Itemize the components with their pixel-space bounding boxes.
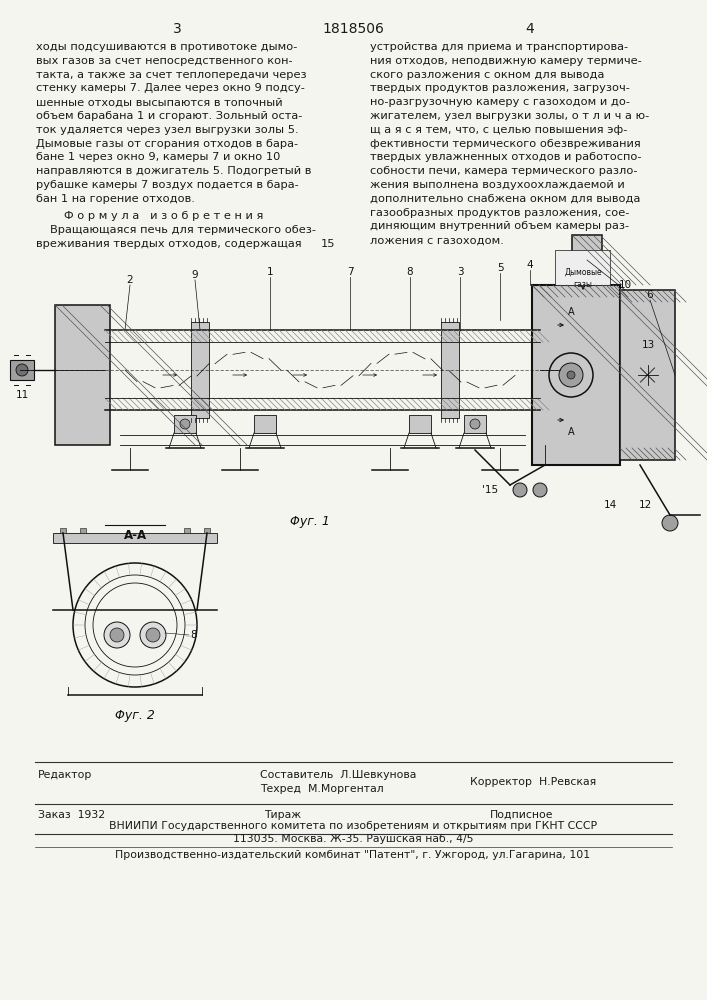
Bar bbox=[555, 250, 610, 285]
Text: фективности термического обезвреживания: фективности термического обезвреживания bbox=[370, 139, 641, 149]
Bar bbox=[53, 533, 217, 543]
Bar bbox=[184, 528, 190, 533]
Text: ток удаляется через узел выгрузки золы 5.: ток удаляется через узел выгрузки золы 5… bbox=[36, 125, 298, 135]
Text: 15: 15 bbox=[320, 239, 335, 249]
Text: ВНИИПИ Государственного комитета по изобретениям и открытиям при ГКНТ СССР: ВНИИПИ Государственного комитета по изоб… bbox=[109, 821, 597, 831]
Circle shape bbox=[533, 483, 547, 497]
Circle shape bbox=[559, 363, 583, 387]
Bar bbox=[60, 528, 66, 533]
Circle shape bbox=[104, 622, 130, 648]
Text: щ а я с я тем, что, с целью повышения эф-: щ а я с я тем, что, с целью повышения эф… bbox=[370, 125, 627, 135]
Text: 12: 12 bbox=[638, 500, 652, 510]
Text: 6: 6 bbox=[647, 290, 653, 300]
Bar bbox=[572, 235, 602, 285]
Text: 8: 8 bbox=[407, 267, 414, 277]
Text: ходы подсушиваются в противотоке дымо-: ходы подсушиваются в противотоке дымо- bbox=[36, 42, 298, 52]
Text: 11: 11 bbox=[16, 390, 28, 400]
Bar bbox=[620, 290, 675, 460]
Text: Φуг. 1: Φуг. 1 bbox=[290, 515, 330, 528]
Bar bbox=[441, 322, 459, 418]
Circle shape bbox=[567, 371, 575, 379]
Bar bbox=[80, 528, 86, 533]
Text: стенку камеры 7. Далее через окно 9 подсу-: стенку камеры 7. Далее через окно 9 подс… bbox=[36, 83, 305, 93]
Text: твердых продуктов разложения, загрузоч-: твердых продуктов разложения, загрузоч- bbox=[370, 83, 630, 93]
Text: Дымовые: Дымовые bbox=[564, 268, 602, 277]
Text: 2: 2 bbox=[127, 275, 134, 285]
Text: шенные отходы высыпаются в топочный: шенные отходы высыпаются в топочный bbox=[36, 97, 283, 107]
Text: ложения с газоходом.: ложения с газоходом. bbox=[370, 235, 504, 245]
Text: Вращающаяся печь для термического обез-: Вращающаяся печь для термического обез- bbox=[50, 225, 316, 235]
Bar bbox=[409, 415, 431, 433]
Bar bbox=[191, 322, 209, 418]
Circle shape bbox=[146, 628, 160, 642]
Text: Ф о р м у л а   и з о б р е т е н и я: Ф о р м у л а и з о б р е т е н и я bbox=[64, 211, 264, 221]
Text: Корректор  Н.Ревская: Корректор Н.Ревская bbox=[470, 777, 596, 787]
Text: вреживания твердых отходов, содержащая: вреживания твердых отходов, содержащая bbox=[36, 239, 302, 249]
Text: 113035. Москва. Ж-35. Раушская наб., 4/5: 113035. Москва. Ж-35. Раушская наб., 4/5 bbox=[233, 834, 473, 844]
Circle shape bbox=[110, 628, 124, 642]
Text: жигателем, узел выгрузки золы, о т л и ч а ю-: жигателем, узел выгрузки золы, о т л и ч… bbox=[370, 111, 649, 121]
Text: вых газов за счет непосредственного кон-: вых газов за счет непосредственного кон- bbox=[36, 56, 293, 66]
Circle shape bbox=[16, 364, 28, 376]
Text: A: A bbox=[568, 427, 575, 437]
Text: Редактор: Редактор bbox=[38, 770, 93, 780]
Text: собности печи, камера термического разло-: собности печи, камера термического разло… bbox=[370, 166, 638, 176]
Bar bbox=[464, 415, 486, 433]
Text: 5: 5 bbox=[497, 263, 503, 273]
Text: газы: газы bbox=[573, 280, 592, 289]
Text: направляются в дожигатель 5. Подогретый в: направляются в дожигатель 5. Подогретый … bbox=[36, 166, 311, 176]
Circle shape bbox=[85, 575, 185, 675]
Text: объем барабана 1 и сгорают. Зольный оста-: объем барабана 1 и сгорают. Зольный оста… bbox=[36, 111, 303, 121]
Text: 14: 14 bbox=[603, 500, 617, 510]
Text: 1: 1 bbox=[267, 267, 274, 277]
Text: 9: 9 bbox=[192, 270, 198, 280]
Text: бан 1 на горение отходов.: бан 1 на горение отходов. bbox=[36, 194, 195, 204]
Text: ского разложения с окном для вывода: ского разложения с окном для вывода bbox=[370, 70, 604, 80]
Text: Заказ  1932: Заказ 1932 bbox=[38, 810, 105, 820]
Text: рубашке камеры 7 воздух подается в бара-: рубашке камеры 7 воздух подается в бара- bbox=[36, 180, 299, 190]
Text: такта, а также за счет теплопередачи через: такта, а также за счет теплопередачи чер… bbox=[36, 70, 307, 80]
Bar bbox=[55, 305, 110, 445]
Circle shape bbox=[513, 483, 527, 497]
Text: 3: 3 bbox=[173, 22, 182, 36]
Text: газообразных продуктов разложения, сое-: газообразных продуктов разложения, сое- bbox=[370, 208, 629, 218]
Text: A: A bbox=[568, 307, 575, 317]
Circle shape bbox=[180, 419, 190, 429]
Text: 1818506: 1818506 bbox=[322, 22, 384, 36]
Text: Φуг. 2: Φуг. 2 bbox=[115, 709, 155, 722]
Text: 10: 10 bbox=[619, 280, 631, 290]
Circle shape bbox=[662, 515, 678, 531]
Bar bbox=[174, 415, 196, 433]
Circle shape bbox=[470, 419, 480, 429]
Text: 13: 13 bbox=[641, 340, 655, 350]
Text: 8: 8 bbox=[190, 630, 197, 640]
Bar bbox=[532, 285, 620, 465]
Text: Тираж: Тираж bbox=[264, 810, 302, 820]
Text: 4: 4 bbox=[525, 22, 534, 36]
Text: 4: 4 bbox=[527, 260, 533, 270]
Text: но-разгрузочную камеру с газоходом и до-: но-разгрузочную камеру с газоходом и до- bbox=[370, 97, 630, 107]
Text: дополнительно снабжена окном для вывода: дополнительно снабжена окном для вывода bbox=[370, 194, 641, 204]
Text: Составитель  Л.Шевкунова: Составитель Л.Шевкунова bbox=[260, 770, 416, 780]
Text: жения выполнена воздухоохлаждаемой и: жения выполнена воздухоохлаждаемой и bbox=[370, 180, 625, 190]
Circle shape bbox=[140, 622, 166, 648]
Text: 3: 3 bbox=[457, 267, 463, 277]
Text: Производственно-издательский комбинат "Патент", г. Ужгород, ул.Гагарина, 101: Производственно-издательский комбинат "П… bbox=[115, 850, 590, 860]
Text: Подписное: Подписное bbox=[490, 810, 554, 820]
Text: ния отходов, неподвижную камеру термиче-: ния отходов, неподвижную камеру термиче- bbox=[370, 56, 642, 66]
Bar bbox=[204, 528, 210, 533]
Text: диняющим внутренний объем камеры раз-: диняющим внутренний объем камеры раз- bbox=[370, 221, 629, 231]
Text: устройства для приема и транспортирова-: устройства для приема и транспортирова- bbox=[370, 42, 628, 52]
Text: Дымовые газы от сгорания отходов в бара-: Дымовые газы от сгорания отходов в бара- bbox=[36, 139, 298, 149]
Text: Техред  М.Моргентал: Техред М.Моргентал bbox=[260, 784, 384, 794]
Bar bbox=[10, 360, 34, 380]
Text: бане 1 через окно 9, камеры 7 и окно 10: бане 1 через окно 9, камеры 7 и окно 10 bbox=[36, 152, 281, 162]
Text: A-A: A-A bbox=[124, 529, 146, 542]
Bar bbox=[254, 415, 276, 433]
Text: '15: '15 bbox=[482, 485, 498, 495]
Text: твердых увлажненных отходов и работоспо-: твердых увлажненных отходов и работоспо- bbox=[370, 152, 641, 162]
Text: 7: 7 bbox=[346, 267, 354, 277]
